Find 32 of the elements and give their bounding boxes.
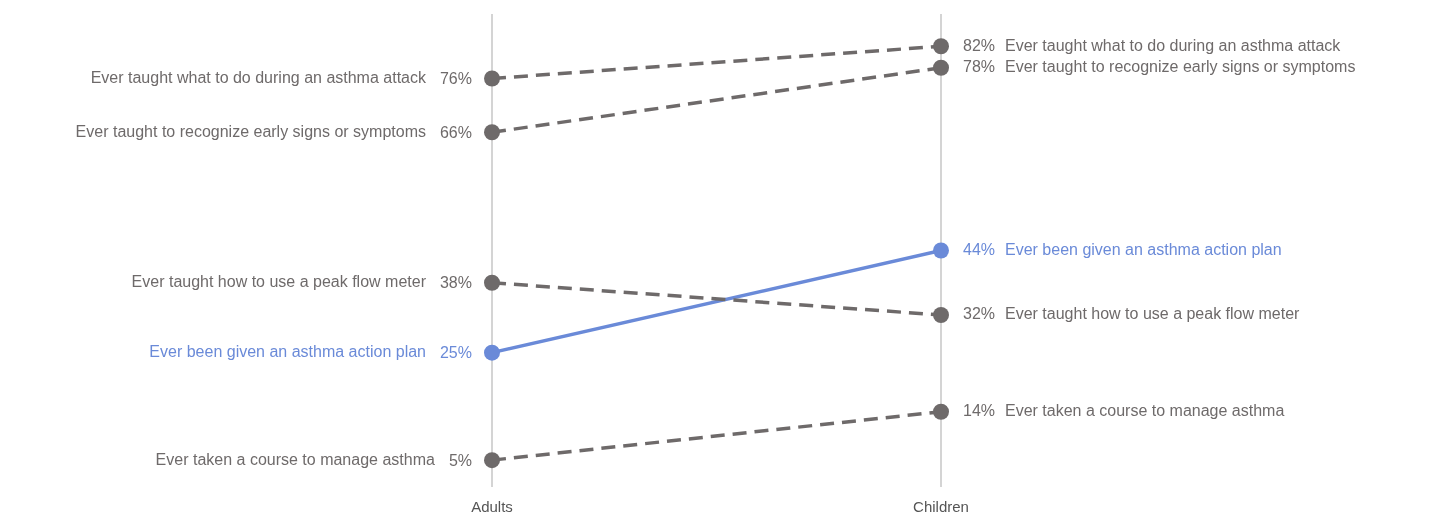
text: Ever taught what to do during an asthma attack: [90, 68, 426, 86]
data-label: 38%: [439, 274, 472, 292]
data-label: 82%: [963, 36, 996, 54]
data-label: 25%: [439, 344, 472, 362]
text: Ever taught how to use a peak flow meter: [1005, 305, 1301, 323]
data-label: 78%: [963, 58, 996, 76]
text: Ever taken a course to manage asthma: [1005, 402, 1285, 420]
point: [484, 124, 500, 141]
text: Ever been given an asthma action plan: [149, 343, 426, 361]
point: [484, 274, 500, 291]
point: [484, 70, 500, 87]
text: Ever taken a course to manage asthma: [155, 450, 435, 468]
text: Ever taught to recognize early signs or symptoms: [1005, 58, 1356, 76]
data-label: 14%: [963, 402, 996, 420]
point: [933, 307, 949, 323]
data-label: 5%: [448, 451, 472, 469]
point: [933, 403, 949, 420]
data-label: 66%: [439, 123, 472, 141]
point: [484, 344, 500, 361]
text: Ever taught what to do during an asthma attack: [1005, 36, 1342, 54]
point: [933, 59, 949, 76]
data-label: 76%: [439, 69, 472, 87]
text: Ever taught to recognize early signs or symptoms: [75, 122, 426, 140]
data-label: 32%: [963, 305, 996, 323]
point: [933, 242, 949, 259]
text: Ever been given an asthma action plan: [1005, 240, 1282, 258]
x-tick-label: Children: [913, 498, 969, 516]
text: Ever taught how to use a peak flow meter: [131, 273, 426, 291]
point: [933, 38, 949, 55]
point: [484, 452, 500, 469]
x-tick-label: Adults: [471, 498, 513, 516]
data-label: 44%: [963, 240, 996, 258]
